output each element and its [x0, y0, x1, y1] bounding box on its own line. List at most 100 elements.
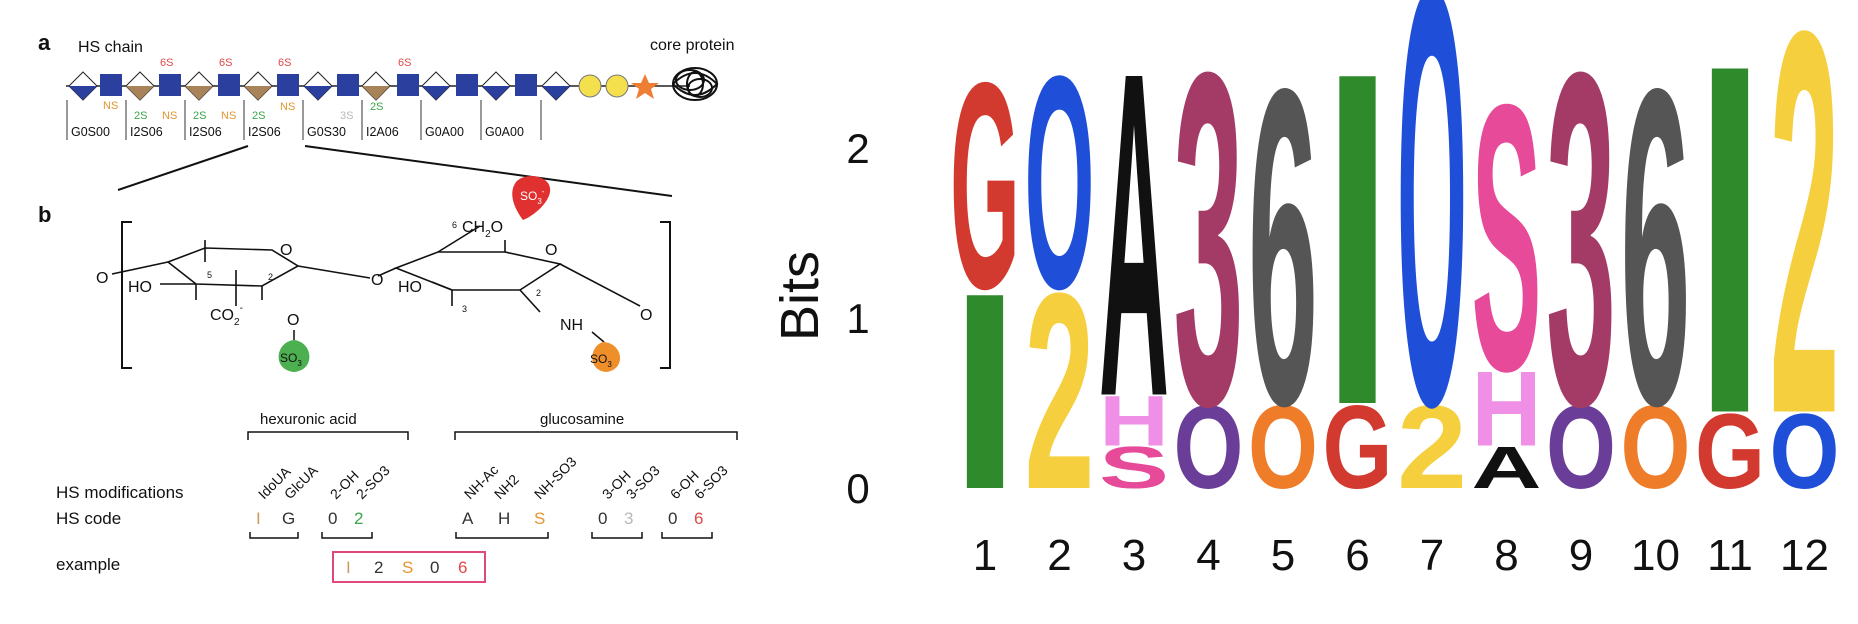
logo-letter: I [950, 236, 1020, 548]
hexuronic-ring [111, 240, 371, 306]
core-protein-label: core protein [650, 37, 735, 54]
svg-text:2: 2 [268, 272, 273, 282]
logo-letter: A [1099, 0, 1169, 493]
logo-letter: O [1248, 382, 1318, 514]
svg-text:0: 0 [430, 558, 439, 577]
glcnac-square [100, 74, 122, 96]
y-tick-label: 0 [846, 465, 869, 512]
glcua-diamond-fill [304, 86, 332, 100]
glcns-square [218, 74, 240, 96]
atom-ho: HO [128, 279, 152, 296]
logo-x-ticks: 1 2 3 4 5 6 7 8 9 10 11 12 [973, 531, 1829, 580]
glcns-square [159, 74, 181, 96]
idoua-diamond-fill [362, 86, 390, 100]
carbon-numbers: 5 2 6 3 2 [207, 220, 541, 314]
disaccharide-code: I2S06 [130, 125, 163, 139]
atom-ho: HO [398, 279, 422, 296]
bottom-sulfation-marks: NS 2S NS 2S NS 2S NS 3S 2S [103, 100, 383, 122]
example-box [332, 551, 486, 583]
sulfation-mark: 2S [370, 101, 383, 113]
panel-b-label: b [38, 202, 51, 227]
6s-mark: 6S [160, 57, 173, 69]
svg-text:6: 6 [694, 509, 703, 528]
sulfation-mark: NS [162, 110, 177, 122]
svg-text:SO3-: SO3- [520, 187, 545, 206]
logo-letter: O [1770, 392, 1840, 511]
x-tick-label: 6 [1345, 531, 1369, 580]
hs-code-label: HS code [56, 509, 121, 528]
top-sulfation-marks: 6S 6S 6S 6S [160, 57, 411, 69]
svg-text:2: 2 [354, 509, 363, 528]
glucosamine-ring [377, 225, 641, 313]
x-tick-label: 8 [1494, 531, 1518, 580]
svg-text:0: 0 [598, 509, 607, 528]
panel-b: b O O O O [38, 176, 738, 583]
bracket-left [121, 221, 132, 369]
svg-text:2-OH: 2-OH [327, 467, 362, 502]
sulfate-balloon-orange: SO3 [590, 331, 621, 372]
logo-letter: 6 [1248, 0, 1318, 500]
code-separators [66, 100, 542, 140]
atom-nh: NH [560, 317, 583, 334]
disaccharide-code: I2S06 [248, 125, 281, 139]
disaccharide-code: G0A00 [485, 125, 524, 139]
logo-letter: S [1099, 435, 1169, 501]
svg-text:SO3: SO3 [590, 352, 612, 369]
x-tick-label: 11 [1707, 531, 1753, 580]
6s-mark: 6S [219, 57, 232, 69]
logo-letter: A [1472, 435, 1542, 501]
svg-text:GlcUA: GlcUA [281, 462, 321, 502]
6s-mark: 6S [278, 57, 291, 69]
logo-letter: S [1472, 27, 1542, 451]
svg-text:6: 6 [458, 558, 467, 577]
atom-o: O [640, 307, 652, 324]
x-tick-label: 7 [1420, 531, 1444, 580]
idoua-diamond-fill [126, 86, 154, 100]
core-protein-scribble [672, 67, 719, 101]
logo-letter: O [1397, 0, 1467, 529]
svg-text:0: 0 [668, 509, 677, 528]
x-tick-label: 5 [1271, 531, 1295, 580]
galactose-circle [605, 74, 629, 98]
x-tick-label: 2 [1047, 531, 1071, 580]
sulfation-mark: NS [280, 101, 295, 113]
bracket-right [660, 221, 671, 369]
glucosamine-bracket [454, 431, 738, 440]
xylose-star [631, 74, 659, 99]
svg-text:A: A [462, 509, 474, 528]
logo-letter: H [1472, 349, 1542, 468]
zoom-line-left [117, 145, 249, 191]
code-group-brackets [249, 532, 713, 539]
glcns-square [277, 74, 299, 96]
hs-modifications-label: HS modifications [56, 483, 184, 502]
panel-b-atoms: O O O O O HO HO CO2- O CH2O NH [96, 219, 652, 334]
sulfation-mark: 2S [193, 110, 206, 122]
svg-text:3: 3 [624, 509, 633, 528]
sugar-symbols [68, 67, 719, 101]
modification-labels: IdoUA GlcUA 2-OH 2-SO3 NH-Ac NH2 NH-SO3 … [255, 453, 731, 502]
svg-text:S: S [402, 558, 413, 577]
svg-text:2: 2 [374, 558, 383, 577]
logo-letter: 2 [1025, 235, 1095, 548]
x-tick-label: 10 [1631, 531, 1680, 580]
x-tick-label: 12 [1780, 531, 1829, 580]
disaccharide-code: G0A00 [425, 125, 464, 139]
sulfate-balloon-red: SO3- [512, 176, 551, 220]
logo-letter: 2 [1770, 0, 1840, 527]
disaccharide-code: I2S06 [189, 125, 222, 139]
x-tick-label: 3 [1122, 531, 1146, 580]
xylose-circle [578, 74, 602, 98]
idoua-diamond-fill [244, 86, 272, 100]
logo-letter: 3 [1546, 0, 1616, 504]
glcua-diamond-fill [69, 86, 97, 100]
atom-ch2o: CH2O [462, 219, 503, 240]
svg-text:0: 0 [328, 509, 337, 528]
glcua-diamond-fill [482, 86, 510, 100]
example-code: I 2 S 0 6 [346, 558, 467, 577]
disaccharide-code: I2A06 [366, 125, 399, 139]
y-tick-label: 2 [846, 125, 869, 172]
svg-text:I: I [256, 509, 261, 528]
example-label: example [56, 555, 120, 574]
x-tick-label: 1 [973, 531, 997, 580]
